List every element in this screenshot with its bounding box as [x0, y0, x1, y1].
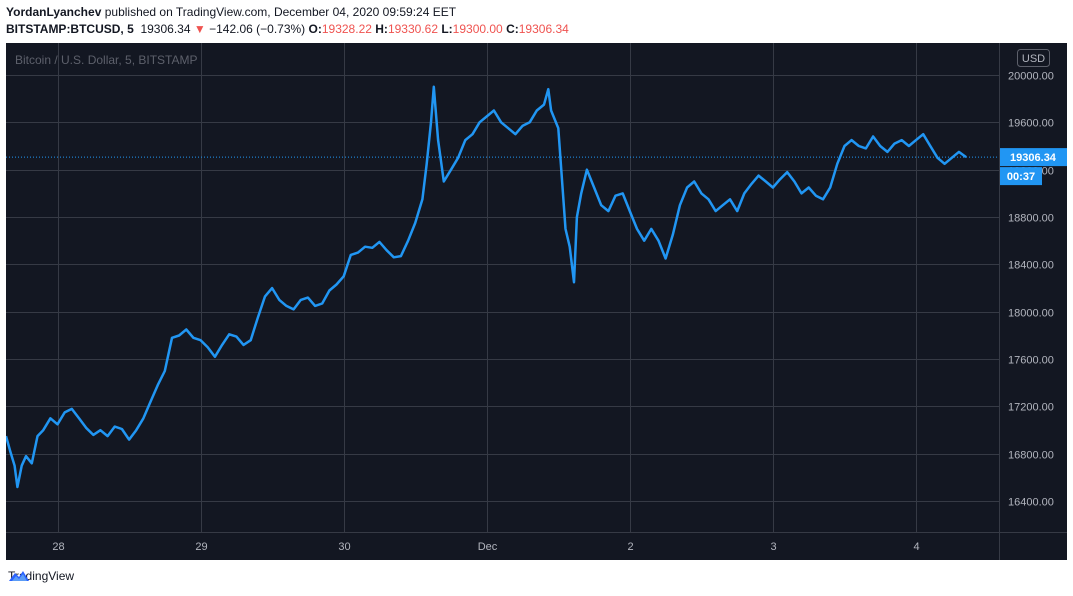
change-text: −142.06 (−0.73%) — [209, 22, 306, 36]
publish-info: YordanLyanchev published on TradingView.… — [6, 5, 456, 19]
currency-button[interactable] — [1017, 49, 1050, 67]
open-value: 19328.22 — [321, 22, 372, 36]
close-label: C: — [506, 22, 519, 36]
price-chart[interactable]: Bitcoin / U.S. Dollar, 5, BITSTAMP 16400… — [6, 43, 1067, 560]
y-tick-label: 20000.00 — [1008, 71, 1054, 83]
footer: TradingView — [8, 569, 74, 583]
x-tick-label: 3 — [770, 541, 776, 553]
y-tick-label: 18800.00 — [1008, 213, 1054, 225]
y-tick-label: 17600.00 — [1008, 355, 1054, 367]
close-value: 19306.34 — [518, 22, 569, 36]
low-label: L: — [441, 22, 453, 36]
last-price-text: 19306.34 — [140, 22, 191, 36]
price-series — [6, 85, 967, 489]
symbol-label: BITSTAMP:BTCUSD, 5 — [6, 22, 134, 36]
x-tick-label: 30 — [338, 541, 350, 553]
last-price-badge-label: 19306.34 — [1010, 152, 1057, 164]
price-axis[interactable]: 16400.00 16800.00 17200.00 17600.00 18000.00… — [1008, 49, 1054, 509]
high-value: 19330.62 — [387, 22, 438, 36]
y-tick-label: 19600.00 — [1008, 118, 1054, 130]
countdown-label: 00:37 — [1007, 171, 1035, 183]
open-label: O: — [308, 22, 322, 36]
x-tick-label: Dec — [478, 541, 498, 553]
low-value: 19300.00 — [452, 22, 503, 36]
last-price-badge — [1000, 148, 1067, 167]
y-tick-label: 18000.00 — [1008, 308, 1054, 320]
chart-title: Bitcoin / U.S. Dollar, 5, BITSTAMP — [15, 53, 198, 67]
y-tick-label: 16800.00 — [1008, 450, 1054, 462]
x-tick-label: 28 — [52, 541, 64, 553]
x-tick-label: 29 — [195, 541, 207, 553]
x-tick-label: 4 — [913, 541, 919, 553]
down-arrow-icon: ▼ — [193, 22, 206, 36]
price-line[interactable] — [6, 85, 967, 489]
x-tick-label: 2 — [627, 541, 633, 553]
currency-label: USD — [1022, 53, 1045, 65]
published-text: published on TradingView.com, December 0… — [104, 5, 457, 19]
countdown-badge — [1000, 167, 1042, 186]
time-axis[interactable]: 28 29 30 Dec 2 3 4 — [52, 541, 919, 553]
tradingview-logo-icon[interactable] — [8, 569, 30, 583]
high-label: H: — [375, 22, 388, 36]
chart-panel[interactable]: Bitcoin / U.S. Dollar, 5, BITSTAMP 16400… — [6, 43, 1067, 560]
y-tick-label: 16400.00 — [1008, 497, 1054, 509]
ohlc-legend: BITSTAMP:BTCUSD, 5 19306.34 ▼ −142.06 (−… — [6, 22, 569, 36]
y-tick-label: 17200.00 — [1008, 402, 1054, 414]
y-tick-label: 18400.00 — [1008, 260, 1054, 272]
author-name[interactable]: YordanLyanchev — [6, 5, 102, 19]
price-badges: 19306.34 00:37 — [6, 148, 1067, 186]
grid-lines — [6, 43, 1067, 560]
